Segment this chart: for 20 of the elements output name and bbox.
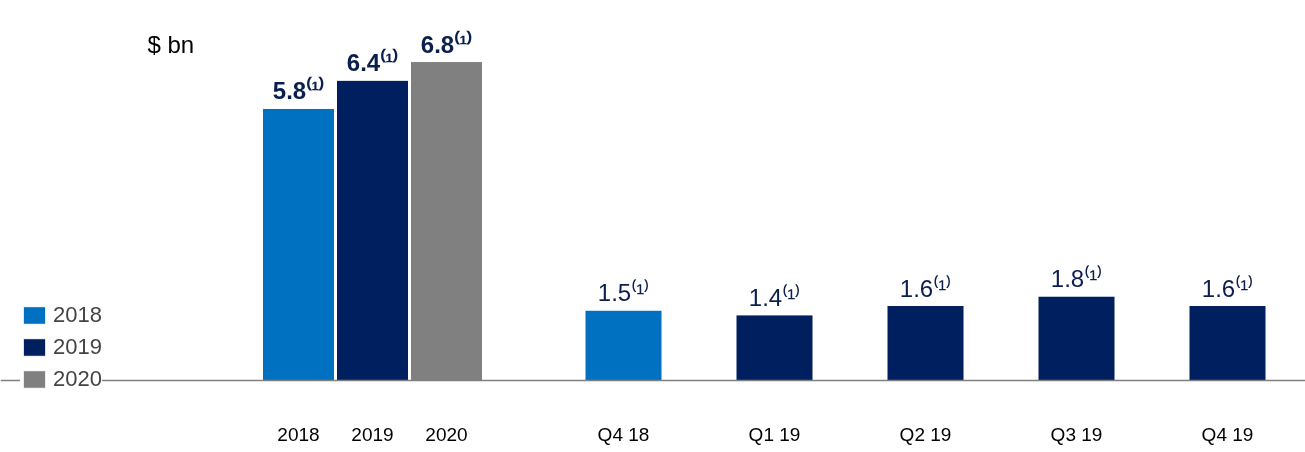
y-axis-title: $ bn	[147, 31, 195, 59]
x-tick-label: Q1 19	[748, 423, 801, 445]
x-tick-label: Q4 18	[597, 423, 650, 445]
data-label: 1.4⁽¹⁾	[748, 283, 801, 311]
data-label: 1.6⁽¹⁾	[1201, 274, 1254, 302]
x-tick-label: Q4 19	[1201, 423, 1254, 445]
x-tick-label: 2018	[277, 423, 320, 445]
data-label: 6.8⁽¹⁾	[420, 29, 473, 58]
x-tick-label: 2020	[425, 423, 468, 445]
legend-label: 2018	[53, 302, 102, 328]
x-tick-label: Q3 19	[1050, 423, 1103, 445]
legend-label: 2020	[53, 366, 102, 392]
data-label: 6.4⁽¹⁾	[346, 48, 399, 77]
x-tick-label: Q2 19	[899, 423, 952, 445]
x-tick-label: 2019	[351, 423, 394, 445]
legend-label: 2019	[53, 334, 102, 360]
data-label: 1.6⁽¹⁾	[899, 274, 952, 302]
data-label: 1.8⁽¹⁾	[1050, 265, 1103, 293]
data-label: 1.5⁽¹⁾	[597, 279, 650, 307]
data-label: 5.8⁽¹⁾	[272, 76, 325, 105]
